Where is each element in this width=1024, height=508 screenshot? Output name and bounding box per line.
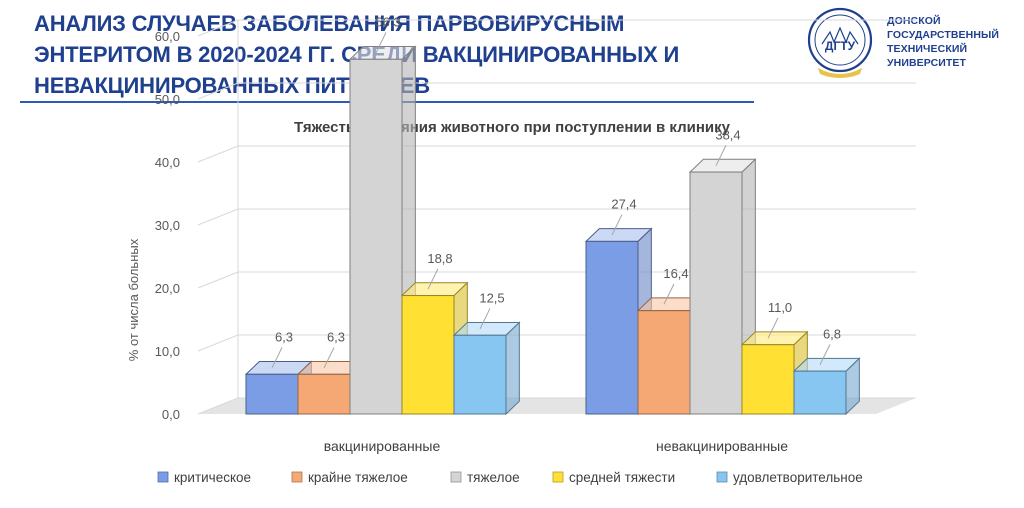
y-tick-label: 20,0	[155, 281, 180, 296]
data-label: 6,8	[823, 326, 841, 341]
bar	[297, 373, 351, 415]
data-label: 27,4	[611, 197, 636, 212]
x-category-label: невакцинированные	[656, 438, 788, 454]
data-label-leader	[479, 308, 491, 330]
bar	[245, 373, 299, 415]
x-category-label: вакцинированные	[324, 438, 441, 454]
y-tick-label: 50,0	[155, 92, 180, 107]
university-name: ДОНСКОЙ ГОСУДАРСТВЕННЫЙ ТЕХНИЧЕСКИЙ УНИВ…	[887, 14, 999, 70]
bar	[453, 334, 507, 415]
gridline-side	[197, 19, 239, 37]
bar	[585, 240, 639, 415]
gridline-side	[197, 271, 239, 289]
legend-swatch	[716, 471, 728, 483]
data-label-leader	[715, 145, 727, 166]
university-name-line: УНИВЕРСИТЕТ	[887, 57, 967, 69]
data-label: 16,4	[663, 266, 688, 281]
data-label-leader	[323, 347, 335, 369]
bar	[689, 171, 743, 415]
legend-label: тяжелое	[467, 470, 520, 485]
legend-label: средней тяжести	[569, 470, 675, 485]
y-tick-label: 10,0	[155, 344, 180, 359]
data-label: 38,4	[715, 127, 740, 142]
data-label-leader	[819, 344, 831, 365]
legend-label: критическое	[174, 470, 251, 485]
logo-emblem-text: ДГТУ	[825, 39, 856, 53]
y-tick-label: 60,0	[155, 29, 180, 44]
bar	[741, 344, 795, 415]
bar	[793, 370, 847, 415]
y-tick-label: 40,0	[155, 155, 180, 170]
data-label-leader	[427, 268, 439, 290]
bar	[349, 58, 403, 415]
legend-swatch	[552, 471, 564, 483]
data-label-leader	[611, 214, 623, 236]
data-label: 6,3	[275, 330, 293, 345]
legend-label: удовлетворительное	[733, 470, 863, 485]
data-label: 11,0	[768, 300, 792, 315]
y-tick-label: 30,0	[155, 218, 180, 233]
university-name-line: ТЕХНИЧЕСКИЙ	[887, 43, 968, 55]
gridline-side	[197, 397, 239, 415]
data-label: 18,8	[427, 251, 452, 266]
data-label-leader	[663, 283, 675, 305]
bar	[637, 310, 691, 415]
data-label: 12,5	[479, 290, 504, 305]
data-label: 6,3	[327, 330, 345, 345]
slide-title-line: АНАЛИЗ СЛУЧАЕВ ЗАБОЛЕВАНИЯ ПАРВОВИРУСНЫМ	[34, 11, 625, 36]
university-logo-emblem: ДГТУ	[807, 7, 873, 78]
legend-swatch	[157, 471, 169, 483]
university-name-line: ДОНСКОЙ	[887, 15, 941, 27]
data-label-leader	[375, 32, 387, 54]
legend-label: крайне тяжелое	[308, 470, 408, 485]
data-label-leader	[767, 317, 779, 339]
data-label-leader	[271, 347, 283, 369]
bar	[401, 295, 455, 415]
y-axis-label: % от числа больных	[126, 238, 141, 361]
data-label: 56,3	[375, 15, 400, 30]
gridline-side	[197, 82, 239, 100]
legend-swatch	[450, 471, 462, 483]
university-name-line: ГОСУДАРСТВЕННЫЙ	[887, 29, 1000, 41]
gridline-side	[197, 208, 239, 226]
bar-side	[505, 321, 520, 416]
y-tick-label: 0,0	[162, 407, 180, 422]
legend-swatch	[291, 471, 303, 483]
gridline-side	[197, 145, 239, 163]
gridline-side	[197, 334, 239, 352]
